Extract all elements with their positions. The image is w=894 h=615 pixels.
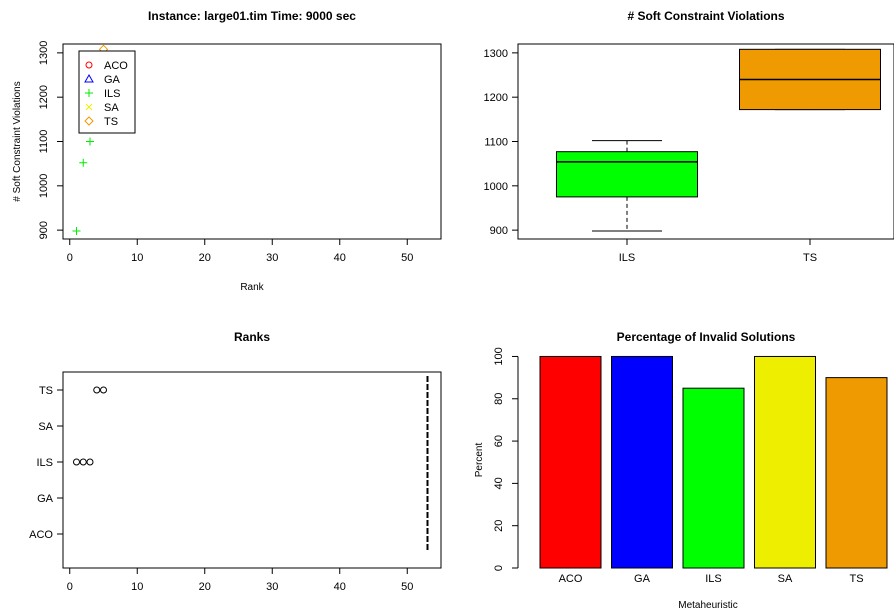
ranks-y-tick-label: TS bbox=[39, 385, 53, 397]
ranks-y-tick-label: GA bbox=[37, 493, 54, 505]
scatter-y-tick-label: 1000 bbox=[38, 174, 50, 198]
bar-y-tick-label: 100 bbox=[493, 347, 505, 365]
ranks-point-ts bbox=[100, 386, 107, 394]
ranks-y-tick-label: ILS bbox=[36, 457, 53, 469]
scatter-x-tick-label: 0 bbox=[67, 252, 73, 264]
legend-marker-sa bbox=[85, 103, 93, 111]
ranks-y-tick-label: ACO bbox=[29, 529, 53, 541]
bar-x-tick-label: ACO bbox=[559, 573, 583, 585]
bar-ts bbox=[825, 377, 888, 569]
legend-marker-ils bbox=[85, 89, 93, 97]
scatter-x-tick-label: 40 bbox=[334, 252, 346, 264]
legend-label-ils: ILS bbox=[104, 88, 121, 100]
scatter-point-ils bbox=[72, 227, 81, 236]
scatter-y-tick-label: 1100 bbox=[38, 130, 50, 154]
scatter-title: Instance: large01.tim Time: 9000 sec bbox=[148, 9, 356, 23]
ranks-point-ils bbox=[79, 458, 87, 466]
ranks-point-ils bbox=[73, 458, 80, 466]
ranks-point-ils bbox=[86, 458, 94, 466]
bar-sa bbox=[754, 355, 816, 569]
boxplot-y-tick-label: 900 bbox=[490, 225, 508, 237]
scatter-legend bbox=[78, 50, 136, 134]
bar-y-tick-label: 80 bbox=[493, 393, 505, 405]
ranks-title: Ranks bbox=[234, 330, 270, 344]
bar-x-axis-label: Metaheuristic bbox=[678, 600, 737, 611]
legend-label-sa: SA bbox=[104, 102, 119, 114]
legend-marker-ga bbox=[84, 73, 94, 83]
scatter-point-ils bbox=[86, 137, 94, 146]
ranks-x-tick-label: 30 bbox=[266, 581, 278, 593]
ranks-x-tick-label: 10 bbox=[131, 581, 143, 593]
bar-title: Percentage of Invalid Solutions bbox=[617, 330, 796, 344]
boxplot-y-tick-label: 1100 bbox=[484, 137, 508, 149]
scatter-point-ils bbox=[79, 158, 88, 167]
boxplot-x-tick-label: ILS bbox=[619, 252, 636, 264]
scatter-y-tick-label: 1300 bbox=[38, 41, 50, 65]
legend-marker-aco bbox=[85, 61, 93, 69]
boxplot-box-ils bbox=[556, 151, 698, 198]
scatter-x-axis-label: Rank bbox=[240, 282, 264, 293]
legend-label-aco: ACO bbox=[104, 60, 128, 72]
legend-marker-ts bbox=[84, 116, 94, 126]
bar-ils bbox=[682, 387, 745, 569]
ranks-point-ts bbox=[93, 386, 101, 394]
boxplot-y-tick-label: 1200 bbox=[484, 92, 508, 104]
scatter-x-tick-label: 20 bbox=[199, 252, 211, 264]
bar-x-tick-label: ILS bbox=[705, 573, 722, 585]
bar-ga bbox=[611, 355, 673, 569]
ranks-plot-box bbox=[62, 371, 442, 569]
ranks-x-tick-label: 50 bbox=[401, 581, 413, 593]
bar-x-tick-label: TS bbox=[849, 573, 863, 585]
legend-label-ga: GA bbox=[104, 74, 121, 86]
scatter-x-tick-label: 30 bbox=[266, 252, 278, 264]
boxplot-x-tick-label: TS bbox=[803, 252, 817, 264]
scatter-y-tick-label: 1200 bbox=[38, 85, 50, 109]
bar-y-tick-label: 0 bbox=[493, 565, 505, 571]
bar-y-tick-label: 60 bbox=[493, 435, 505, 447]
ranks-x-tick-label: 0 bbox=[67, 581, 73, 593]
bar-y-tick-label: 40 bbox=[493, 477, 505, 489]
bar-x-tick-label: SA bbox=[778, 573, 793, 585]
boxplot-title: # Soft Constraint Violations bbox=[627, 9, 784, 23]
scatter-y-tick-label: 900 bbox=[38, 221, 50, 239]
boxplot-y-tick-label: 1000 bbox=[484, 181, 508, 193]
boxplot-y-tick-label: 1300 bbox=[484, 48, 508, 60]
scatter-y-axis-label: # Soft Constraint Violations bbox=[12, 81, 23, 201]
scatter-x-tick-label: 10 bbox=[131, 252, 143, 264]
bar-aco bbox=[539, 355, 602, 569]
ranks-x-tick-label: 20 bbox=[199, 581, 211, 593]
ranks-y-tick-label: SA bbox=[38, 421, 53, 433]
legend-label-ts: TS bbox=[104, 116, 118, 128]
ranks-x-tick-label: 40 bbox=[334, 581, 346, 593]
bar-y-tick-label: 20 bbox=[493, 520, 505, 532]
bar-x-tick-label: GA bbox=[634, 573, 651, 585]
bar-y-axis-label: Percent bbox=[474, 443, 485, 478]
scatter-x-tick-label: 50 bbox=[401, 252, 413, 264]
